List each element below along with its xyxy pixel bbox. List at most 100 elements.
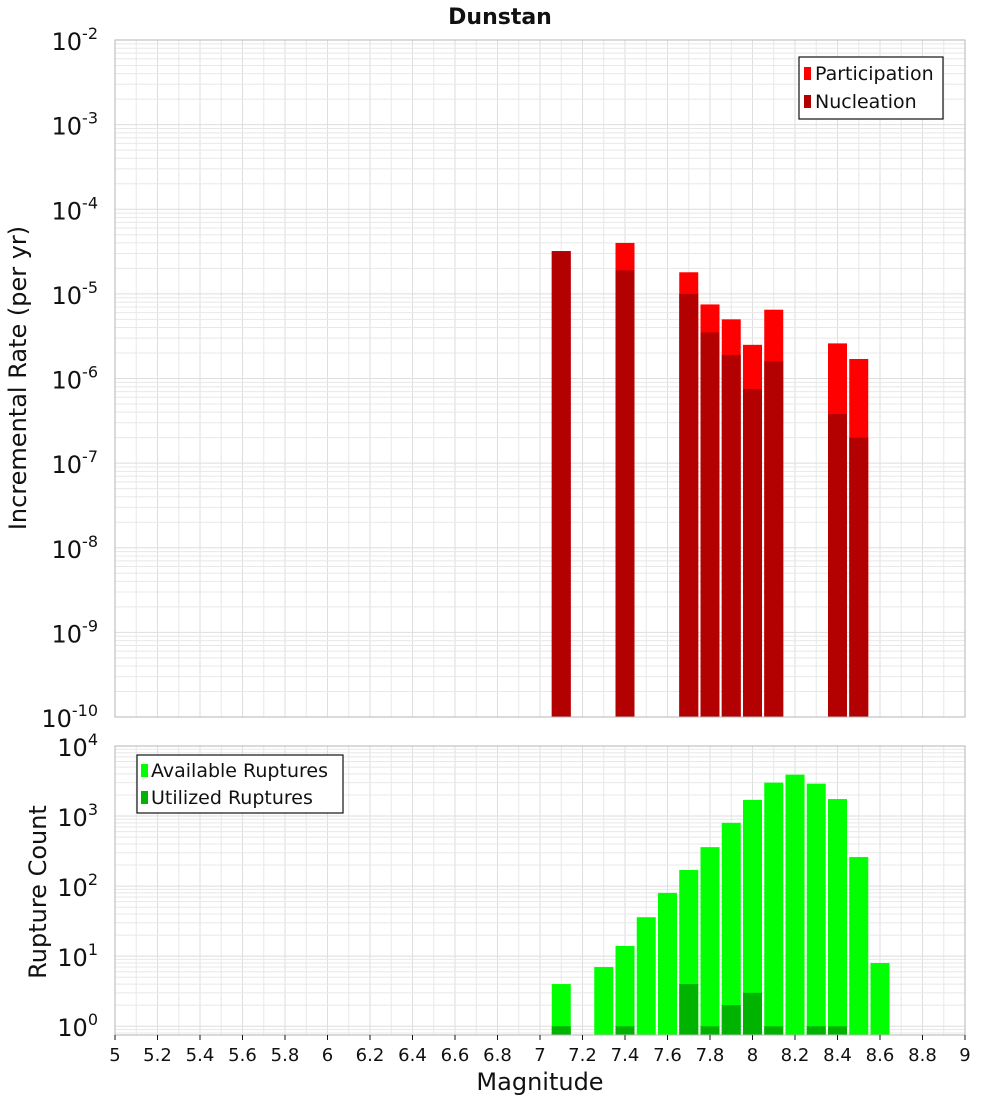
x-tick-label: 6.4	[398, 1045, 427, 1066]
participation-legend-swatch	[804, 67, 811, 80]
utilized-ruptures-bar-8	[743, 992, 762, 1035]
utilized-ruptures-bar-7.1	[551, 1026, 571, 1035]
top-y-tick-base: 10	[52, 28, 83, 56]
x-tick-label: 7.6	[653, 1045, 682, 1066]
available-ruptures-bar-8.4	[828, 799, 847, 1035]
x-tick-label: 6.8	[483, 1045, 512, 1066]
x-tick-label: 5.2	[143, 1045, 172, 1066]
bottom-y-tick-label: 104	[57, 730, 98, 762]
available-ruptures-bar-7.3	[594, 967, 614, 1035]
available-ruptures-bar-7.9	[721, 822, 741, 1035]
available-ruptures-bar-8.1	[764, 782, 784, 1035]
nucleation-bar-7.1	[551, 251, 571, 717]
available-ruptures-bar-7.5	[636, 917, 656, 1035]
x-axis-label: Magnitude	[476, 1068, 603, 1096]
utilized-ruptures-legend-label: Utilized Ruptures	[151, 787, 313, 809]
top-y-tick-base: 10	[41, 705, 72, 733]
top-y-tick-exponent: -7	[82, 447, 98, 466]
bottom-x-ticks: 5 5.2 5.4 5.6 5.8 6 6.2 6.4 6.6 6.8 7 7.2 7.4 7.6 7.8 8…	[109, 1035, 971, 1066]
top-y-tick-exponent: -10	[72, 701, 98, 720]
top-plot-frame	[114, 39, 966, 718]
bottom-y-tick-label: 102	[57, 870, 98, 902]
top-y-tick-label: 10-5	[52, 278, 99, 310]
x-tick-label: 5.4	[186, 1045, 215, 1066]
bottom-y-tick-exponent: 0	[88, 1010, 98, 1029]
bottom-y-tick-exponent: 1	[88, 940, 98, 959]
bottom-y-tick-base: 10	[57, 944, 88, 972]
top-y-tick-exponent: -5	[82, 278, 98, 297]
top-y-tick-label: 10-7	[52, 447, 99, 479]
bottom-y-tick-label: 100	[57, 1010, 98, 1042]
available-ruptures-bar-8.6	[870, 962, 890, 1035]
available-ruptures-legend-swatch	[141, 764, 148, 777]
bottom-legend-box	[136, 754, 344, 814]
nucleation-bar-8.1	[764, 361, 784, 717]
x-tick-label: 7.8	[696, 1045, 725, 1066]
available-ruptures-bar-8.2	[785, 774, 805, 1035]
top-y-tick-exponent: -2	[82, 24, 98, 43]
utilized-ruptures-bar-8.1	[764, 1026, 784, 1035]
available-ruptures-bar-7.4	[615, 945, 635, 1035]
top-y-tick-exponent: -4	[82, 193, 98, 212]
x-tick-label: 8	[747, 1045, 758, 1066]
participation-legend-label: Participation	[815, 63, 934, 85]
x-tick-label: 5.6	[228, 1045, 257, 1066]
utilized-ruptures-bar-7.7	[679, 984, 699, 1035]
utilized-ruptures-bar-7.9	[721, 1005, 741, 1035]
utilized-ruptures-legend-swatch	[141, 791, 148, 804]
top-y-tick-exponent: -9	[82, 616, 98, 635]
top-y-tick-label: 10-3	[52, 109, 99, 141]
bottom-y-tick-label: 101	[57, 940, 98, 972]
nucleation-bar-8.4	[828, 414, 847, 717]
top-bars	[551, 242, 869, 718]
nucleation-bar-7.7	[679, 293, 699, 717]
x-tick-label: 7	[534, 1045, 545, 1066]
available-ruptures-bar-8	[743, 799, 762, 1035]
bottom-bars	[551, 774, 890, 1035]
bottom-y-tick-exponent: 3	[88, 800, 98, 819]
top-y-tick-label: 10-8	[52, 532, 99, 564]
bottom-legend: Available Ruptures Utilized Ruptures	[136, 754, 344, 814]
top-y-tick-base: 10	[52, 197, 83, 225]
top-y-tick-base: 10	[52, 451, 83, 479]
bottom-y-tick-base: 10	[57, 874, 88, 902]
utilized-ruptures-bar-8.4	[828, 1026, 847, 1035]
top-legend: Participation Nucleation	[798, 56, 944, 120]
bottom-y-tick-label: 103	[57, 800, 98, 832]
nucleation-bar-7.4	[615, 270, 635, 717]
top-y-tick-base: 10	[52, 620, 83, 648]
top-grid	[114, 40, 966, 718]
bottom-y-tick-base: 10	[57, 734, 88, 762]
top-y-tick-base: 10	[52, 367, 83, 395]
top-y-tick-label: 10-4	[52, 193, 99, 225]
nucleation-bar-8	[743, 389, 762, 717]
bottom-y-tick-base: 10	[57, 804, 88, 832]
bottom-y-tick-exponent: 4	[88, 730, 98, 749]
x-tick-label: 8.2	[781, 1045, 810, 1066]
x-tick-label: 7.2	[568, 1045, 597, 1066]
available-ruptures-bar-8.5	[849, 857, 869, 1035]
available-ruptures-bar-8.3	[806, 783, 826, 1035]
available-ruptures-bar-7.6	[658, 892, 677, 1035]
x-tick-label: 8.6	[866, 1045, 895, 1066]
nucleation-legend-swatch	[804, 95, 811, 108]
top-y-tick-base: 10	[52, 536, 83, 564]
x-tick-label: 5.8	[271, 1045, 300, 1066]
available-ruptures-legend-label: Available Ruptures	[151, 760, 328, 782]
top-y-tick-exponent: -6	[82, 363, 98, 382]
x-tick-label: 8.8	[908, 1045, 937, 1066]
bottom-y-tick-base: 10	[57, 1014, 88, 1042]
chart-title: Dunstan	[448, 5, 552, 30]
top-y-tick-label: 10-6	[52, 363, 99, 395]
x-tick-label: 5	[109, 1045, 120, 1066]
nucleation-legend-label: Nucleation	[815, 91, 917, 113]
utilized-ruptures-bar-7.4	[615, 1026, 635, 1035]
top-y-tick-base: 10	[52, 282, 83, 310]
top-y-tick-base: 10	[52, 113, 83, 141]
top-y-tick-label: 10-2	[52, 24, 99, 56]
nucleation-bar-7.9	[721, 354, 741, 717]
